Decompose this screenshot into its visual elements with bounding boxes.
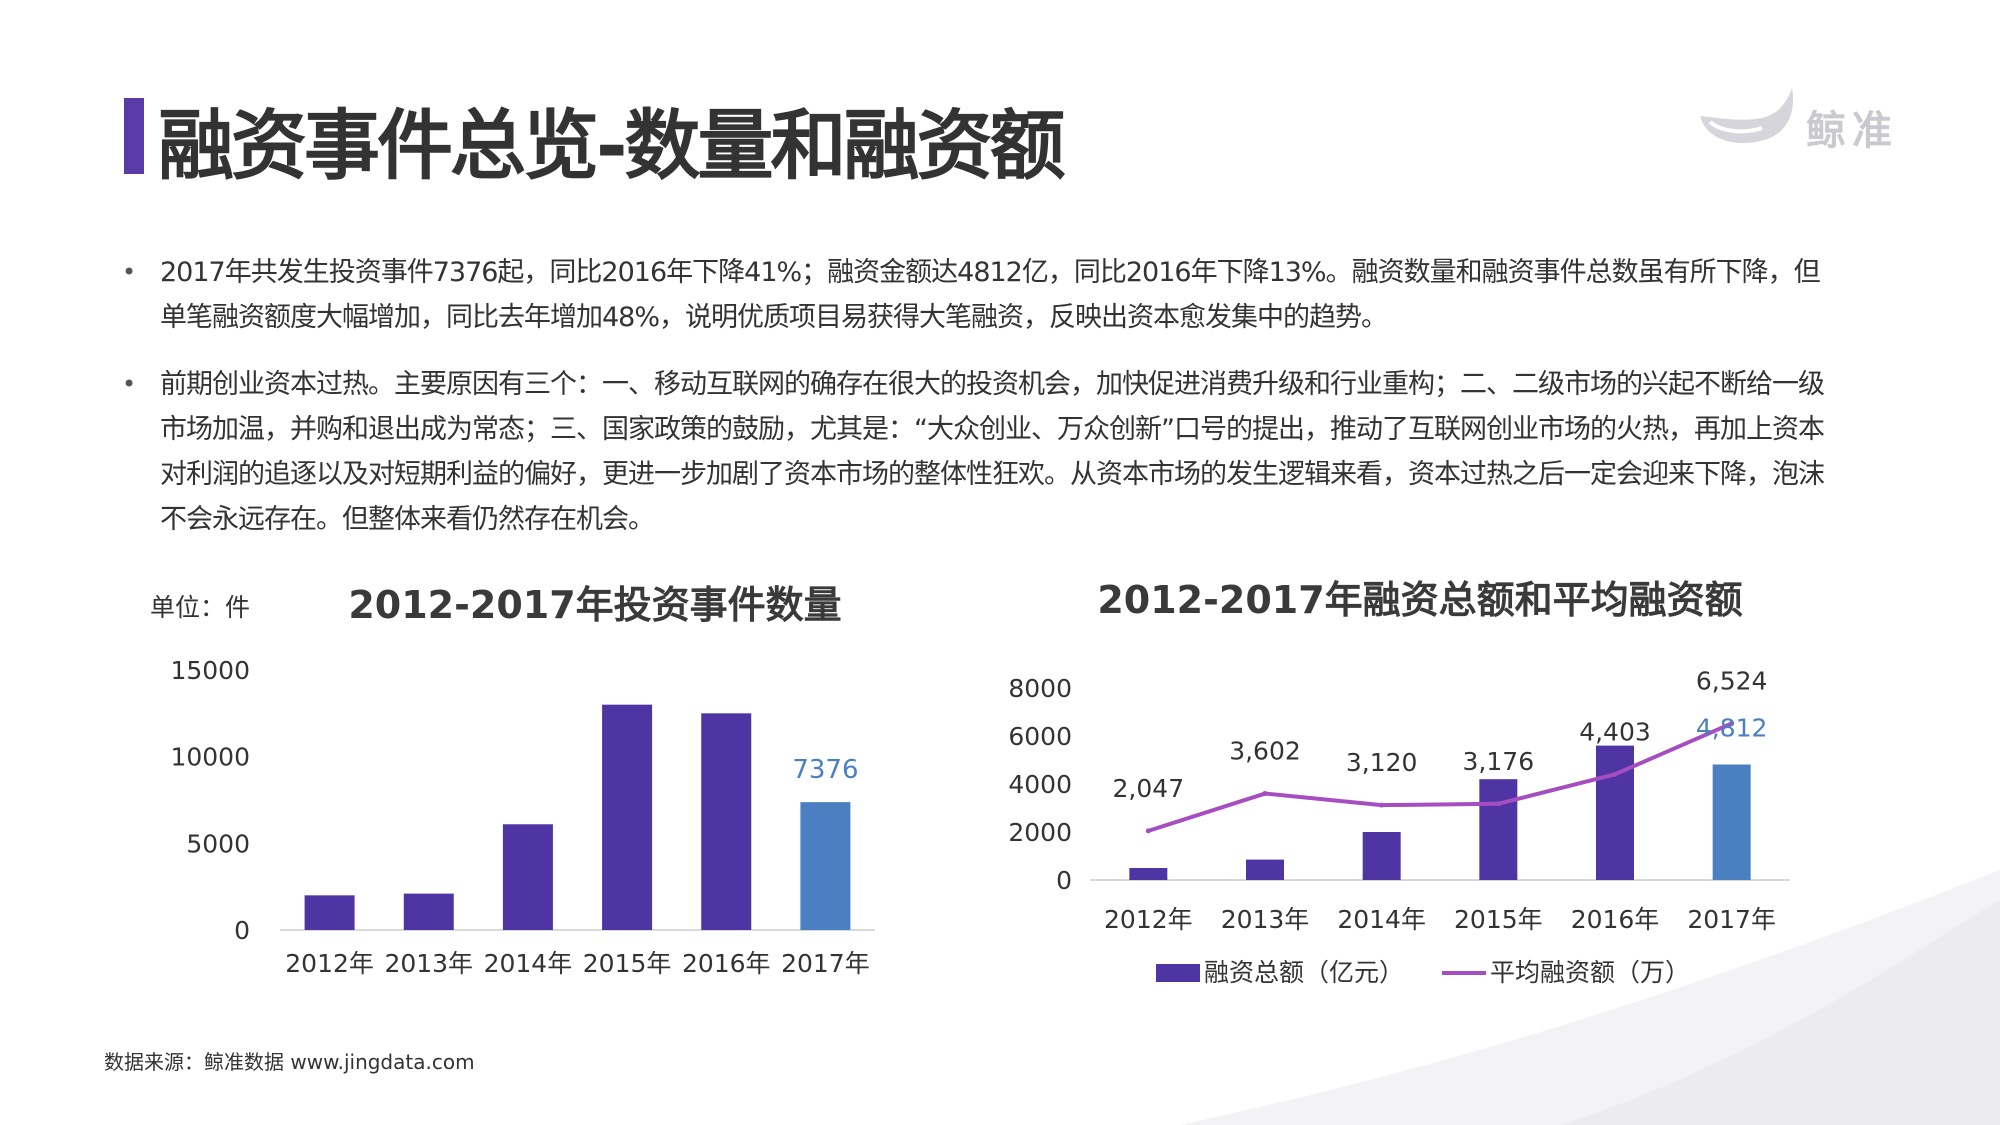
x-tick-label: 2014年 xyxy=(484,949,573,978)
data-source-note: 数据来源：鲸准数据 www.jingdata.com xyxy=(104,1050,475,1074)
bullet-item: • 2017年共发生投资事件7376起，同比2016年下降41%；融资金额达48… xyxy=(120,250,1840,340)
jingdata-whale-logo xyxy=(1700,88,1794,144)
x-tick-label: 2016年 xyxy=(682,949,771,978)
y-tick-label: 6000 xyxy=(1008,722,1072,751)
legend-line-label: 平均融资额（万） xyxy=(1490,958,1690,987)
y-tick-label: 0 xyxy=(234,916,250,945)
page-title: 融资事件总览-数量和融资额 xyxy=(158,101,1066,190)
x-tick-label: 2013年 xyxy=(384,949,473,978)
line-point xyxy=(1145,828,1151,834)
bar-data-label: 4,812 xyxy=(1696,714,1768,743)
line-data-label: 2,047 xyxy=(1113,774,1185,803)
logo-text: 鲸准 xyxy=(1806,108,1898,154)
line-data-label: 6,524 xyxy=(1696,666,1768,695)
bullet-dot-icon: • xyxy=(122,258,136,286)
data-label: 7376 xyxy=(792,755,858,785)
x-tick-label: 2013年 xyxy=(1221,905,1310,934)
unit-label: 单位：件 xyxy=(150,593,250,622)
bullet-text: 前期创业资本过热。主要原因有三个：一、移动互联网的确存在很大的投资机会，加快促进… xyxy=(160,369,1825,535)
bullet-dot-icon: • xyxy=(122,370,136,398)
line-data-label: 3,602 xyxy=(1229,737,1301,766)
line-point xyxy=(1379,802,1385,808)
bar xyxy=(1246,859,1284,880)
bullet-text: 2017年共发生投资事件7376起，同比2016年下降41%；融资金额达4812… xyxy=(160,257,1821,333)
chart-title: 2012-2017年投资事件数量 xyxy=(348,583,841,627)
y-tick-label: 4000 xyxy=(1008,770,1072,799)
line-data-label: 4,403 xyxy=(1579,717,1651,746)
summary-bullets: • 2017年共发生投资事件7376起，同比2016年下降41%；融资金额达48… xyxy=(120,250,1840,564)
legend-bar-swatch xyxy=(1156,964,1200,982)
y-tick-label: 15000 xyxy=(170,656,250,685)
bar xyxy=(800,802,851,930)
y-tick-label: 2000 xyxy=(1008,818,1072,847)
bar xyxy=(1479,779,1518,880)
y-tick-label: 0 xyxy=(1056,866,1072,895)
x-tick-label: 2012年 xyxy=(285,949,374,978)
line-point xyxy=(1262,791,1268,797)
y-tick-label: 5000 xyxy=(186,829,250,858)
x-tick-label: 2017年 xyxy=(1687,905,1776,934)
bullet-item: • 前期创业资本过热。主要原因有三个：一、移动互联网的确存在很大的投资机会，加快… xyxy=(120,362,1840,542)
bar xyxy=(304,895,355,930)
bar xyxy=(1712,764,1751,880)
investment-count-chart: 单位：件 2012-2017年投资事件数量 0 5000 10000 15000 20… xyxy=(150,583,875,978)
line-data-label: 3,120 xyxy=(1346,748,1418,777)
y-tick-label: 10000 xyxy=(170,743,250,772)
x-tick-label: 2015年 xyxy=(1454,905,1543,934)
bar xyxy=(403,893,454,930)
bar xyxy=(1596,745,1634,880)
bar xyxy=(1362,832,1401,880)
x-tick-label: 2017年 xyxy=(781,949,870,978)
legend-bar-label: 融资总额（亿元） xyxy=(1204,958,1404,987)
x-tick-label: 2016年 xyxy=(1571,905,1660,934)
line-data-label: 3,176 xyxy=(1463,747,1535,776)
chart-title: 2012-2017年融资总额和平均融资额 xyxy=(1097,578,1742,622)
y-tick-label: 8000 xyxy=(1008,674,1072,703)
x-tick-label: 2012年 xyxy=(1104,905,1193,934)
bar xyxy=(602,704,653,930)
x-tick-label: 2015年 xyxy=(583,949,672,978)
bar xyxy=(1129,868,1168,880)
x-tick-label: 2014年 xyxy=(1337,905,1426,934)
line-point xyxy=(1612,771,1618,777)
bar xyxy=(502,824,553,930)
bar xyxy=(701,713,752,930)
financing-amount-chart: 2012-2017年融资总额和平均融资额 0 2000 4000 6000 8000 2… xyxy=(1008,578,1790,987)
title-accent-bar xyxy=(124,98,144,174)
line-point xyxy=(1729,720,1735,726)
average-line xyxy=(1147,721,1733,833)
line-point xyxy=(1495,801,1501,807)
